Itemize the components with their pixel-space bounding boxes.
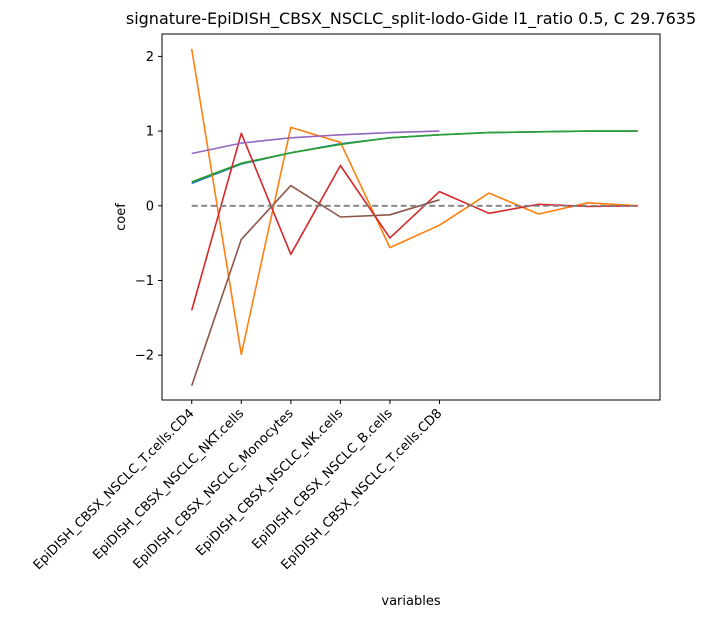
plot-lines [190,48,638,387]
y-tick-label: −2 [135,349,154,364]
y-axis: −2 −1 0 1 2 [135,50,162,364]
plot-area-frame [161,33,661,401]
y-tick-label: −1 [135,274,154,289]
y-axis-label: coef [114,203,129,231]
chart-title: signature-EpiDISH_CBSX_NSCLC_split-lodo-… [126,9,696,29]
y-tick-label: 2 [146,50,154,65]
series-line-2 [190,48,638,356]
y-tick-label: 1 [146,125,154,140]
series-line-5 [191,130,440,155]
y-tick-label: 0 [146,199,154,214]
series-line-3 [191,130,638,183]
series-line-6 [190,184,440,387]
x-axis-label: variables [381,594,440,609]
